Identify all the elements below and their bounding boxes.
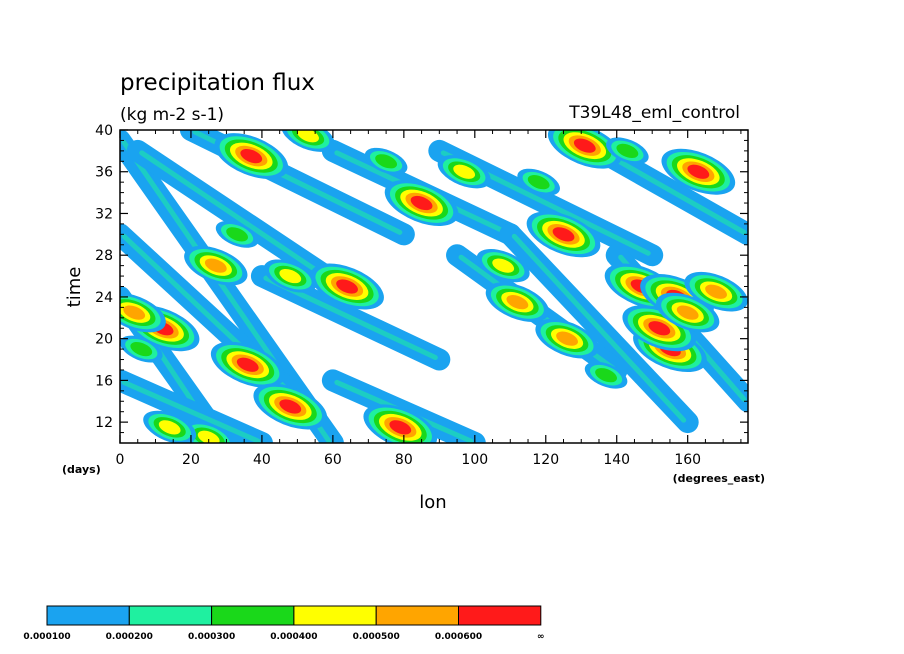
precip-maximum-4 (547, 130, 622, 169)
colorbar-swatch-3 (211, 605, 295, 626)
precip-maximum-17 (535, 318, 599, 359)
precip-maximum-12 (363, 404, 438, 443)
x-tick-label: 20 (182, 452, 200, 468)
precip-maximum-10 (210, 341, 285, 388)
x-tick-label: 160 (674, 452, 701, 468)
run-label: T39L48_eml_control (568, 103, 740, 123)
contour-level-5 (705, 284, 727, 299)
precip-maximum-0 (214, 133, 289, 180)
y-tick-label: 16 (95, 373, 113, 389)
colorbar-swatch-4 (293, 605, 377, 626)
colorbar-label-2: 0.000200 (106, 632, 153, 642)
colorbar-swatch-6 (458, 605, 542, 626)
precip-maximum-30 (517, 168, 560, 196)
precip-maximum-3 (526, 211, 601, 258)
precip-maximum-24 (263, 259, 317, 293)
contour-level-3 (616, 143, 639, 158)
contour-level-6 (336, 279, 358, 294)
x-tick-label: 120 (532, 452, 559, 468)
x-tick-label: 60 (324, 452, 342, 468)
contour-level-6 (410, 195, 433, 211)
precip-maximum-26 (584, 361, 628, 389)
precip-maximum-31 (606, 137, 649, 165)
y-tick-label: 20 (95, 332, 113, 348)
precip-maximum-23 (143, 410, 197, 443)
x-tick-label: 0 (116, 452, 125, 468)
x-tick-label: 40 (253, 452, 271, 468)
contour-level-5 (204, 258, 227, 273)
contour-level-5 (556, 331, 578, 346)
x-tick-label: 80 (395, 452, 413, 468)
y-tick-label: 40 (95, 123, 113, 139)
contour-level-5 (123, 305, 146, 320)
precip-maximum-16 (485, 282, 550, 322)
rain-band-core-7 (121, 379, 261, 443)
contour-level-4 (279, 268, 302, 284)
colorbar-label-5: 0.000500 (353, 632, 400, 642)
colorbar-label-7: ∞ (537, 632, 545, 642)
precip-maximum-1 (310, 263, 384, 310)
contour-level-4 (492, 258, 515, 273)
contour-level-4 (297, 130, 319, 143)
y-tick-label: 28 (95, 248, 113, 264)
precipitation-maxima (120, 130, 748, 443)
y-tick-label: 32 (95, 206, 113, 222)
precip-maximum-15 (120, 292, 166, 333)
contour-level-6 (389, 420, 412, 435)
contour-level-6 (279, 399, 302, 414)
contour-level-6 (552, 227, 575, 242)
colorbar-label-6: 0.000600 (435, 632, 482, 642)
contour-level-5 (676, 305, 699, 320)
contour-level-5 (506, 295, 529, 310)
contour-level-6 (240, 148, 263, 164)
contour-level-3 (595, 368, 617, 383)
colorbar-label-3: 0.000300 (188, 632, 235, 642)
colorbar-swatch-1 (46, 605, 130, 626)
x-axis-label: lon (419, 492, 446, 513)
y-axis-ticks: 12 16 20 24 28 32 36 40 (95, 123, 748, 434)
contour-level-4 (453, 164, 476, 179)
x-tick-label: 140 (603, 452, 630, 468)
y-units-label: (days) (62, 463, 101, 476)
x-units-label: (degrees_east) (673, 472, 765, 485)
precip-maximum-27 (120, 335, 163, 363)
x-tick-label: 100 (461, 452, 488, 468)
x-axis-ticks: 0 20 40 60 80 100 120 140 160 (116, 130, 742, 468)
colorbar: 0.000100 0.000200 0.000300 0.000400 0.000500… (23, 605, 545, 642)
contour-level-6 (236, 357, 259, 372)
plot-area (120, 130, 748, 443)
precip-maximum-21 (476, 249, 530, 283)
colorbar-swatch-2 (128, 605, 213, 626)
colorbar-swatch-5 (375, 605, 460, 626)
y-tick-label: 24 (95, 290, 113, 306)
precip-maximum-19 (656, 292, 720, 333)
precip-maximum-28 (215, 220, 259, 248)
contour-level-3 (375, 154, 398, 169)
contour-level-4 (197, 430, 220, 443)
precip-maximum-29 (364, 147, 408, 175)
chart-units: (kg m-2 s-1) (120, 105, 224, 125)
colorbar-label-4: 0.000400 (270, 632, 317, 642)
precip-maximum-2 (384, 180, 459, 226)
chart-title: precipitation flux (120, 70, 315, 96)
precip-maximum-11 (253, 383, 328, 430)
precip-maximum-14 (184, 245, 248, 286)
rain-band-core-8 (511, 233, 687, 423)
contour-level-3 (527, 175, 550, 190)
rain-band-core-2 (139, 150, 325, 277)
contour-level-6 (687, 164, 710, 179)
contour-level-4 (158, 420, 181, 435)
contour-level-3 (130, 341, 153, 357)
y-axis-label: time (64, 267, 85, 308)
contour-level-6 (573, 138, 596, 153)
y-tick-label: 12 (95, 415, 113, 431)
precip-maximum-9 (661, 148, 736, 195)
contour-level-6 (648, 321, 671, 336)
precip-maximum-25 (437, 155, 491, 189)
y-tick-label: 36 (95, 165, 113, 181)
colorbar-label-1: 0.000100 (23, 632, 70, 642)
contour-level-3 (226, 227, 248, 242)
